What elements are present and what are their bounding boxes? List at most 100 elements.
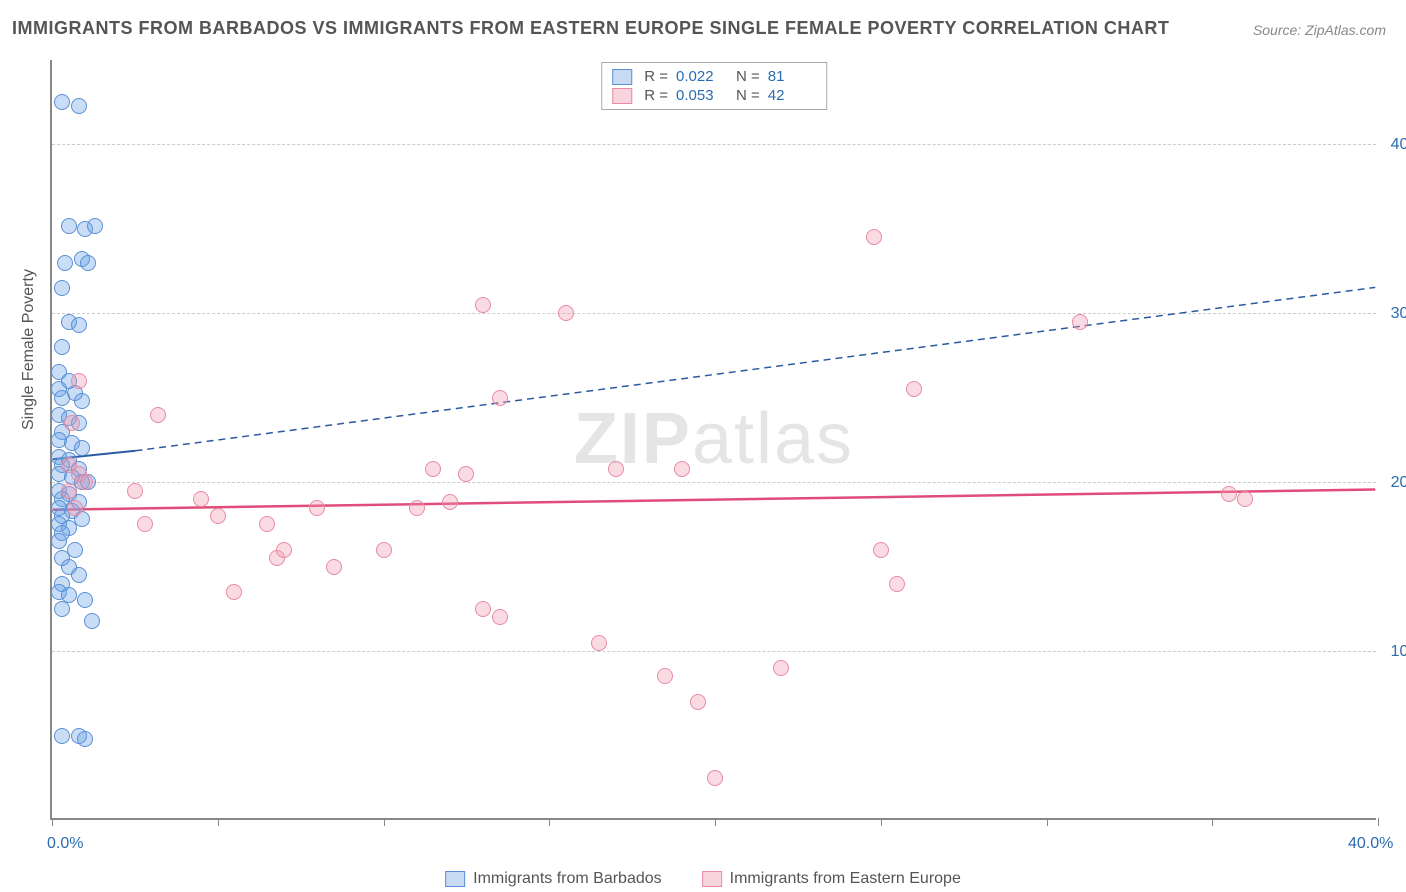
y-tick-label: 30.0% — [1391, 305, 1406, 323]
scatter-point — [84, 613, 100, 629]
scatter-point — [707, 770, 723, 786]
trend-lines — [52, 60, 1376, 818]
scatter-point — [773, 660, 789, 676]
scatter-point — [259, 516, 275, 532]
x-tick — [715, 818, 716, 826]
scatter-point — [409, 500, 425, 516]
x-tick — [384, 818, 385, 826]
scatter-point — [276, 542, 292, 558]
scatter-point — [54, 728, 70, 744]
scatter-point — [866, 229, 882, 245]
x-tick — [218, 818, 219, 826]
scatter-point — [1237, 491, 1253, 507]
scatter-point — [1221, 486, 1237, 502]
scatter-point — [61, 483, 77, 499]
legend-swatch — [612, 88, 632, 104]
scatter-point — [492, 609, 508, 625]
scatter-point — [54, 390, 70, 406]
scatter-point — [326, 559, 342, 575]
scatter-point — [475, 297, 491, 313]
x-tick — [52, 818, 53, 826]
scatter-point — [591, 635, 607, 651]
scatter-point — [193, 491, 209, 507]
scatter-point — [54, 601, 70, 617]
scatter-point — [71, 98, 87, 114]
scatter-point — [150, 407, 166, 423]
y-tick-label: 40.0% — [1391, 136, 1406, 154]
series-name: Immigrants from Eastern Europe — [730, 870, 961, 888]
plot-area: ZIPatlas 10.0%20.0%30.0%40.0% 0.0%40.0% … — [50, 60, 1376, 820]
x-tick-label: 40.0% — [1348, 835, 1393, 853]
r-value: 0.022 — [676, 68, 724, 85]
scatter-point — [906, 381, 922, 397]
scatter-point — [54, 280, 70, 296]
scatter-point — [558, 305, 574, 321]
scatter-point — [127, 483, 143, 499]
scatter-point — [87, 218, 103, 234]
source-attribution: Source: ZipAtlas.com — [1253, 22, 1386, 38]
r-label: R = — [644, 68, 668, 85]
scatter-point — [54, 339, 70, 355]
scatter-point — [226, 584, 242, 600]
legend-row: R = 0.053 N = 42 — [612, 86, 816, 105]
series-name: Immigrants from Barbados — [473, 870, 662, 888]
scatter-point — [77, 731, 93, 747]
n-label: N = — [736, 68, 760, 85]
x-tick — [1378, 818, 1379, 826]
scatter-point — [442, 494, 458, 510]
gridline: 10.0% — [52, 651, 1376, 652]
scatter-point — [57, 255, 73, 271]
scatter-point — [71, 567, 87, 583]
scatter-point — [425, 461, 441, 477]
n-label: N = — [736, 87, 760, 104]
scatter-point — [309, 500, 325, 516]
r-value: 0.053 — [676, 87, 724, 104]
scatter-point — [54, 94, 70, 110]
scatter-point — [376, 542, 392, 558]
legend-swatch — [445, 871, 465, 887]
chart-title: IMMIGRANTS FROM BARBADOS VS IMMIGRANTS F… — [12, 18, 1169, 39]
x-tick — [881, 818, 882, 826]
gridline: 40.0% — [52, 144, 1376, 145]
scatter-point — [458, 466, 474, 482]
scatter-point — [475, 601, 491, 617]
n-value: 81 — [768, 68, 816, 85]
scatter-point — [492, 390, 508, 406]
x-tick — [549, 818, 550, 826]
y-axis-label: Single Female Poverty — [20, 269, 38, 430]
gridline: 30.0% — [52, 313, 1376, 314]
scatter-point — [873, 542, 889, 558]
gridline: 20.0% — [52, 482, 1376, 483]
y-tick-label: 10.0% — [1391, 643, 1406, 661]
scatter-point — [51, 533, 67, 549]
scatter-point — [1072, 314, 1088, 330]
scatter-point — [210, 508, 226, 524]
r-label: R = — [644, 87, 668, 104]
scatter-point — [137, 516, 153, 532]
scatter-point — [64, 415, 80, 431]
scatter-point — [77, 474, 93, 490]
legend-item: Immigrants from Eastern Europe — [702, 870, 961, 888]
n-value: 42 — [768, 87, 816, 104]
legend-swatch — [702, 871, 722, 887]
scatter-point — [77, 592, 93, 608]
scatter-point — [608, 461, 624, 477]
x-tick-label: 0.0% — [47, 835, 83, 853]
legend-swatch — [612, 69, 632, 85]
correlation-legend: R = 0.022 N = 81 R = 0.053 N = 42 — [601, 62, 827, 110]
scatter-point — [657, 668, 673, 684]
legend-row: R = 0.022 N = 81 — [612, 67, 816, 86]
legend-item: Immigrants from Barbados — [445, 870, 662, 888]
y-tick-label: 20.0% — [1391, 474, 1406, 492]
chart-container: IMMIGRANTS FROM BARBADOS VS IMMIGRANTS F… — [0, 0, 1406, 892]
x-tick — [1212, 818, 1213, 826]
scatter-point — [80, 255, 96, 271]
scatter-point — [74, 440, 90, 456]
scatter-point — [889, 576, 905, 592]
scatter-point — [74, 393, 90, 409]
scatter-point — [71, 317, 87, 333]
scatter-point — [71, 373, 87, 389]
scatter-point — [690, 694, 706, 710]
scatter-point — [61, 218, 77, 234]
x-tick — [1047, 818, 1048, 826]
